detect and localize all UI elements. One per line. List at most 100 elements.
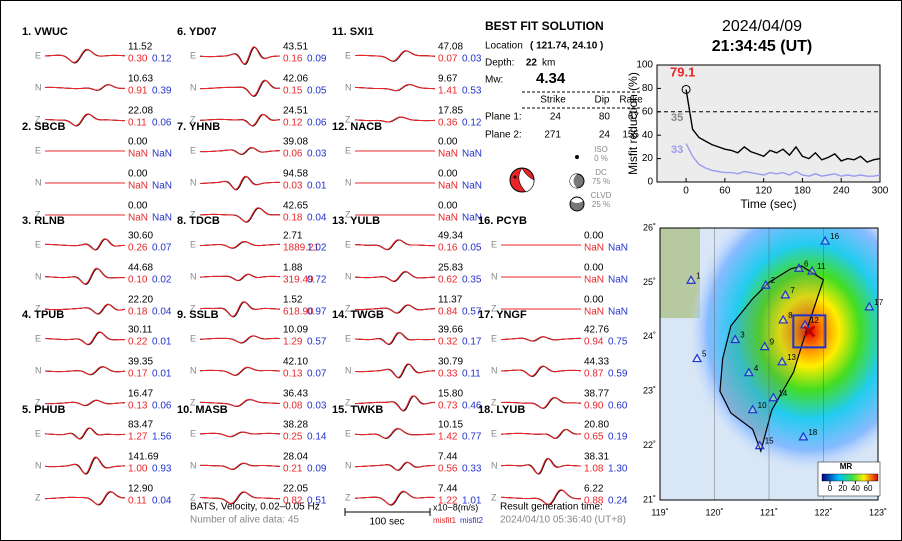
synthetic-waveform bbox=[45, 399, 125, 406]
x-tick-label: 240 bbox=[833, 186, 850, 197]
misfit2: NaN bbox=[462, 149, 482, 160]
misfit2: 0.09 bbox=[307, 464, 327, 475]
amplitude: 11.52 bbox=[128, 42, 153, 53]
station-label: 4 bbox=[754, 364, 759, 373]
misfit2: 0.17 bbox=[462, 337, 482, 348]
amplitude: 94.58 bbox=[283, 169, 308, 180]
misfit1: 0.11 bbox=[128, 118, 147, 129]
colorbar-label: 40 bbox=[851, 484, 860, 493]
synthetic-waveform bbox=[44, 366, 125, 375]
misfit1: NaN bbox=[128, 213, 148, 224]
amplitude: 20.80 bbox=[584, 420, 609, 431]
location: ( 121.74, 24.10 ) bbox=[530, 41, 603, 52]
synthetic-waveform bbox=[44, 427, 125, 440]
component-label: Z bbox=[491, 492, 497, 502]
synthetic-waveform bbox=[199, 146, 280, 155]
misfit1: 618.90 bbox=[283, 307, 314, 318]
amplitude: 0.00 bbox=[438, 169, 458, 180]
amplitude: 39.35 bbox=[128, 357, 153, 368]
station-label: 10 bbox=[758, 401, 767, 410]
amplitude: 30.79 bbox=[438, 357, 463, 368]
station-marker bbox=[777, 356, 788, 366]
misfit2: 1.01 bbox=[462, 496, 482, 507]
amplitude: 38.31 bbox=[584, 452, 609, 463]
component-label: N bbox=[35, 177, 42, 187]
synthetic-waveform bbox=[45, 331, 125, 345]
synthetic-waveform bbox=[45, 303, 126, 315]
misfit1: 1.27 bbox=[128, 432, 148, 443]
component-label: E bbox=[345, 428, 351, 438]
misfit2-key: misfit2 bbox=[460, 516, 484, 525]
amplitude: 10.09 bbox=[283, 325, 308, 336]
synthetic-waveform bbox=[200, 79, 281, 97]
misfit1: 0.03 bbox=[283, 181, 303, 192]
colorbar-label: 60 bbox=[864, 484, 873, 493]
component-label: Z bbox=[190, 209, 196, 219]
synthetic-waveform bbox=[200, 46, 280, 65]
mw: 4.34 bbox=[536, 70, 566, 87]
synthetic-waveform bbox=[200, 491, 280, 504]
amplitude: 38.77 bbox=[584, 389, 609, 400]
amplitude: 1.88 bbox=[283, 263, 303, 274]
misfit2: 0.93 bbox=[152, 464, 172, 475]
misfit2: 0.01 bbox=[152, 337, 172, 348]
station-title: 16. PCYB bbox=[478, 215, 527, 227]
component-label: N bbox=[491, 271, 498, 281]
station-title: 6. YD07 bbox=[177, 26, 217, 38]
synthetic-waveform bbox=[200, 366, 281, 376]
station-title: 14. TWGB bbox=[332, 309, 384, 321]
component-label: E bbox=[190, 333, 196, 343]
synthetic-waveform bbox=[355, 50, 436, 62]
component-label: E bbox=[345, 333, 351, 343]
station-label: 8 bbox=[788, 311, 793, 320]
station-title: 13. YULB bbox=[332, 215, 380, 227]
station-title: 11. SXI1 bbox=[332, 26, 374, 38]
synthetic-waveform bbox=[45, 238, 126, 251]
table-header: Strike bbox=[540, 95, 566, 106]
component-label: E bbox=[345, 145, 351, 155]
misfit1-key: misfit1 bbox=[433, 516, 457, 525]
misfit2: 0.46 bbox=[462, 401, 482, 412]
component-label: Z bbox=[345, 114, 351, 124]
misfit1: 1.08 bbox=[584, 464, 604, 475]
synthetic-waveform bbox=[501, 428, 582, 439]
y-tick-label: 20 bbox=[642, 153, 654, 164]
misfit1: 0.10 bbox=[128, 275, 148, 286]
synthetic-waveform bbox=[199, 431, 280, 438]
misfit2: NaN bbox=[608, 243, 628, 254]
synthetic-waveform bbox=[354, 490, 435, 506]
lat-label: 23˚ bbox=[643, 386, 656, 396]
station-title: 3. RLNB bbox=[22, 215, 65, 227]
dc-icon-part bbox=[570, 174, 577, 188]
component-label: Z bbox=[35, 114, 41, 124]
component-label: N bbox=[345, 271, 352, 281]
misfit2: 0.06 bbox=[152, 401, 172, 412]
misfit1: 0.16 bbox=[438, 243, 458, 254]
epicenter bbox=[803, 325, 816, 338]
station-title: 9. SSLB bbox=[177, 309, 219, 321]
component-label: N bbox=[491, 460, 498, 470]
component-label: N bbox=[35, 82, 42, 92]
alive-count: Number of alive data: 45 bbox=[190, 515, 299, 526]
station-label: 9 bbox=[770, 338, 775, 347]
plane-value: 80 bbox=[599, 112, 611, 123]
plane-value: 155 bbox=[622, 130, 639, 141]
amplitude: 38.28 bbox=[283, 420, 308, 431]
component-label: Z bbox=[190, 114, 196, 124]
synthetic-waveform bbox=[354, 427, 436, 439]
misfit1: 0.08 bbox=[283, 401, 303, 412]
synthetic-waveform bbox=[354, 83, 435, 92]
station-label: 7 bbox=[790, 286, 795, 295]
amplitude: 10.63 bbox=[128, 74, 153, 85]
table-header: Dip bbox=[594, 95, 609, 106]
misfit2: 0.97 bbox=[307, 307, 327, 318]
misfit2: 0.19 bbox=[608, 432, 628, 443]
station-label: 5 bbox=[702, 350, 707, 359]
y-tick-label: 100 bbox=[636, 60, 653, 71]
clvd-icon-part bbox=[571, 197, 583, 203]
station-marker bbox=[747, 404, 758, 414]
component-label: E bbox=[35, 145, 41, 155]
amplitude: 25.83 bbox=[438, 263, 463, 274]
plane-label: Plane 1: bbox=[485, 112, 522, 123]
station-label: 14 bbox=[778, 389, 787, 398]
